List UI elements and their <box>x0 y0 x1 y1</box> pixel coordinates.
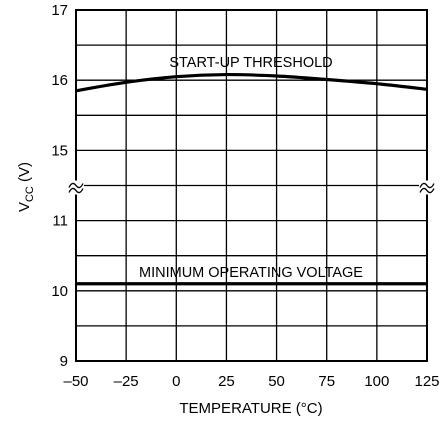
x-tick-label: 100 <box>364 373 389 390</box>
y-tick-label: 16 <box>51 72 68 89</box>
x-tick-label: –25 <box>114 373 139 390</box>
x-tick-label: 125 <box>414 373 439 390</box>
x-tick-label: 0 <box>172 373 180 390</box>
x-tick-label: 50 <box>268 373 285 390</box>
axis-break-marks <box>68 180 435 195</box>
x-axis-label: TEMPERATURE (°C) <box>179 400 322 417</box>
y-axis-label-unit: (V) <box>16 162 33 186</box>
grid-lines <box>76 10 427 361</box>
y-tick-label: 11 <box>52 213 68 230</box>
data-series <box>75 72 428 286</box>
y-axis-label: VCC (V) <box>16 162 36 212</box>
axis-break-mask-right <box>419 180 435 195</box>
x-tick-label: 75 <box>318 373 335 390</box>
y-tick-label: 10 <box>51 283 68 300</box>
axis-break-mask-left <box>68 180 84 195</box>
x-tick-label: 25 <box>218 373 235 390</box>
y-tick-label: 17 <box>51 2 68 19</box>
y-axis-label-subscript: CC <box>24 186 36 202</box>
y-tick-label: 15 <box>51 142 68 159</box>
x-tick-labels: –50 –25 0 25 50 75 100 125 <box>63 373 439 390</box>
series-label: START-UP THRESHOLD <box>169 55 332 71</box>
series-labels: START-UP THRESHOLD MINIMUM OPERATING VOLT… <box>139 55 363 281</box>
series-line-start-up-threshold <box>75 72 428 93</box>
series-label: MINIMUM OPERATING VOLTAGE <box>139 265 363 281</box>
y-tick-label: 9 <box>60 353 68 370</box>
x-tick-label: –50 <box>63 373 88 390</box>
axis-break-mark-right <box>419 182 435 194</box>
y-axis-label-main: V <box>16 202 33 212</box>
axis-break-mark-left <box>68 182 84 194</box>
y-tick-labels: 17 16 15 11 10 9 <box>51 2 68 370</box>
